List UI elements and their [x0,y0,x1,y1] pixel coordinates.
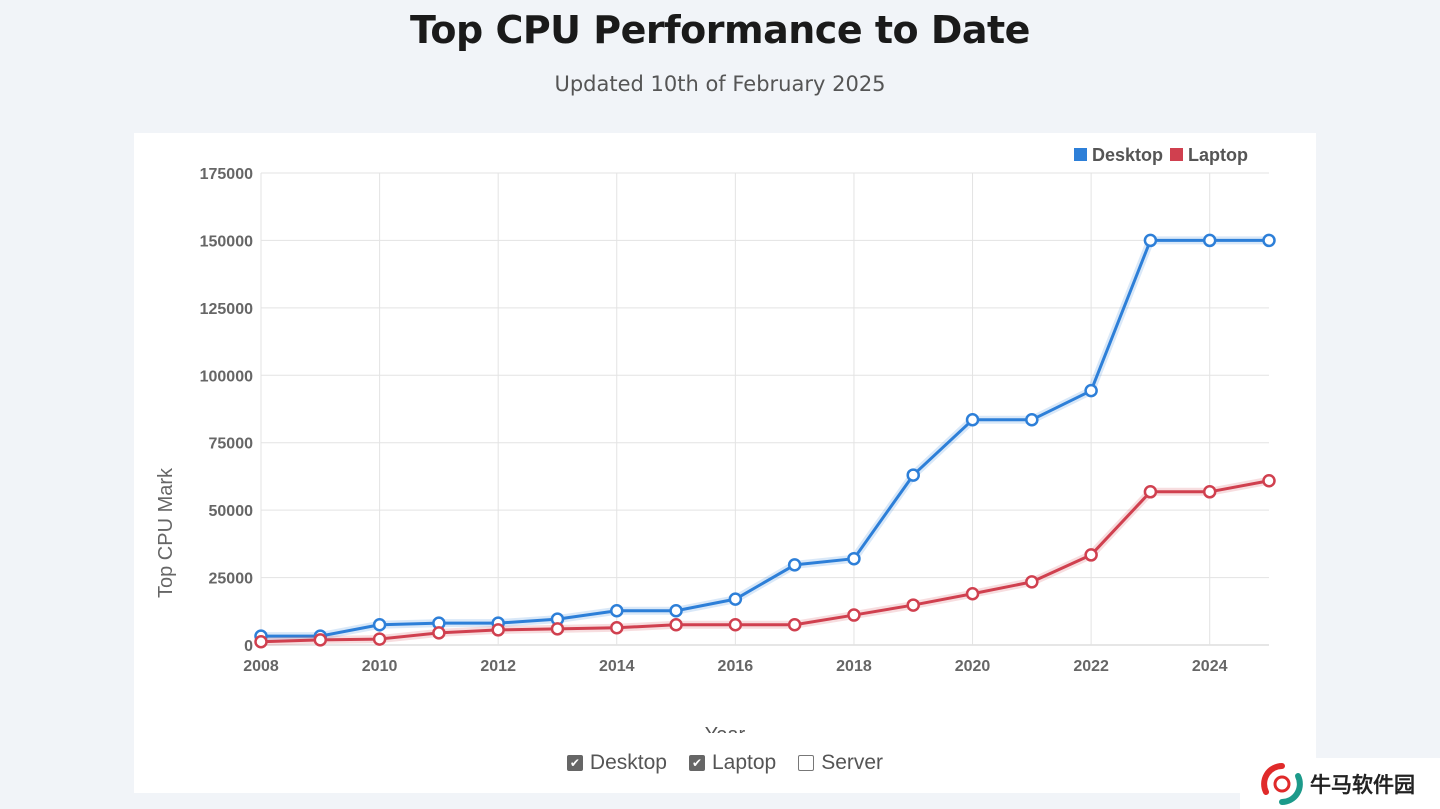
series-group [254,233,1276,649]
y-tick-label: 75000 [209,436,254,453]
laptop-point[interactable] [610,620,624,635]
toggle-desktop[interactable]: ✔ Desktop [566,751,667,775]
laptop-point[interactable] [847,608,861,622]
y-tick-label: 50000 [209,503,254,520]
x-tick-label: 2024 [1192,658,1228,675]
laptop-point[interactable] [313,633,328,647]
desktop-line-glow [261,236,1269,641]
desktop-point[interactable] [787,558,802,572]
toggle-laptop-label: Laptop [711,751,777,774]
watermark-text: 牛马软件园 [1310,772,1415,797]
legend-label-laptop[interactable]: Laptop [1188,145,1248,165]
laptop-point[interactable] [1025,575,1039,589]
x-tick-label: 2018 [836,658,872,675]
watermark-logo-icon [1261,762,1303,805]
legend-swatch-laptop [1170,148,1183,161]
x-tick-label: 2010 [362,658,398,675]
desktop-point[interactable] [610,603,624,618]
x-axis-label: Year [705,724,746,733]
desktop-point[interactable] [372,618,387,632]
chart-card: 0 25000 50000 75000 100000 125000 150000 175000… [134,133,1316,793]
laptop-point[interactable] [965,587,980,601]
desktop-point[interactable] [906,468,920,482]
series-toggles: ✔ Desktop ✔ Laptop Server [134,751,1316,775]
desktop-point[interactable] [669,603,683,618]
x-tick-label: 2014 [599,658,635,675]
y-tick-label: 175000 [200,166,253,183]
x-tick-label: 2012 [480,658,516,675]
toggle-server-label: Server [821,751,884,774]
toggle-desktop-label: Desktop [589,751,667,774]
page-subtitle: Updated 10th of February 2025 [554,72,886,96]
grid [260,172,1269,646]
laptop-point[interactable] [1262,473,1276,488]
x-axis-ticks: 2008 2010 2012 2014 2016 2018 2020 2022 2024 [243,658,1227,675]
laptop-point[interactable] [669,618,683,632]
laptop-point[interactable] [254,635,268,649]
legend-swatch-desktop [1074,148,1087,161]
y-tick-label: 100000 [200,368,253,385]
laptop-point[interactable] [906,598,920,612]
desktop-point[interactable] [847,551,861,566]
desktop-point[interactable] [1202,233,1217,248]
toggle-laptop[interactable]: ✔ Laptop [688,751,777,775]
laptop-point[interactable] [1084,548,1098,562]
legend-label-desktop[interactable]: Desktop [1092,145,1163,165]
desktop-point[interactable] [728,592,743,606]
laptop-point[interactable] [372,632,387,646]
page-title: Top CPU Performance to Date [410,8,1030,52]
legend: Desktop Laptop [1074,145,1248,165]
line-chart: 0 25000 50000 75000 100000 125000 150000 175000… [155,145,1276,733]
laptop-line-glow [260,476,1270,646]
x-tick-label: 2008 [243,658,279,675]
desktop-point[interactable] [1143,233,1158,248]
y-axis-ticks: 0 25000 50000 75000 100000 125000 150000 175000 [200,166,253,655]
laptop-point[interactable] [432,626,446,640]
x-tick-label: 2016 [718,658,754,675]
desktop-point[interactable] [1025,413,1039,427]
y-tick-label: 25000 [209,571,254,588]
laptop-point[interactable] [787,618,802,632]
laptop-point[interactable] [491,623,505,637]
laptop-point[interactable] [1143,485,1158,499]
laptop-point[interactable] [1202,485,1217,499]
toggle-server[interactable]: Server [798,751,883,775]
watermark: 牛马软件园 [1240,758,1440,809]
x-tick-label: 2020 [955,658,991,675]
y-tick-label: 0 [244,638,253,655]
desktop-point[interactable] [1262,233,1276,248]
desktop-point[interactable] [965,413,980,427]
x-tick-label: 2022 [1073,658,1109,675]
laptop-line [260,479,1270,644]
checkbox-laptop[interactable]: ✔ [688,755,705,771]
checkbox-desktop[interactable]: ✔ [566,755,583,771]
laptop-point[interactable] [550,622,565,636]
y-tick-label: 125000 [200,301,253,318]
desktop-point[interactable] [1084,383,1098,398]
y-tick-label: 150000 [200,233,253,250]
laptop-point[interactable] [728,618,743,632]
y-axis-label: Top CPU Mark [155,467,177,598]
checkbox-server[interactable] [798,755,815,771]
desktop-line [261,238,1269,638]
